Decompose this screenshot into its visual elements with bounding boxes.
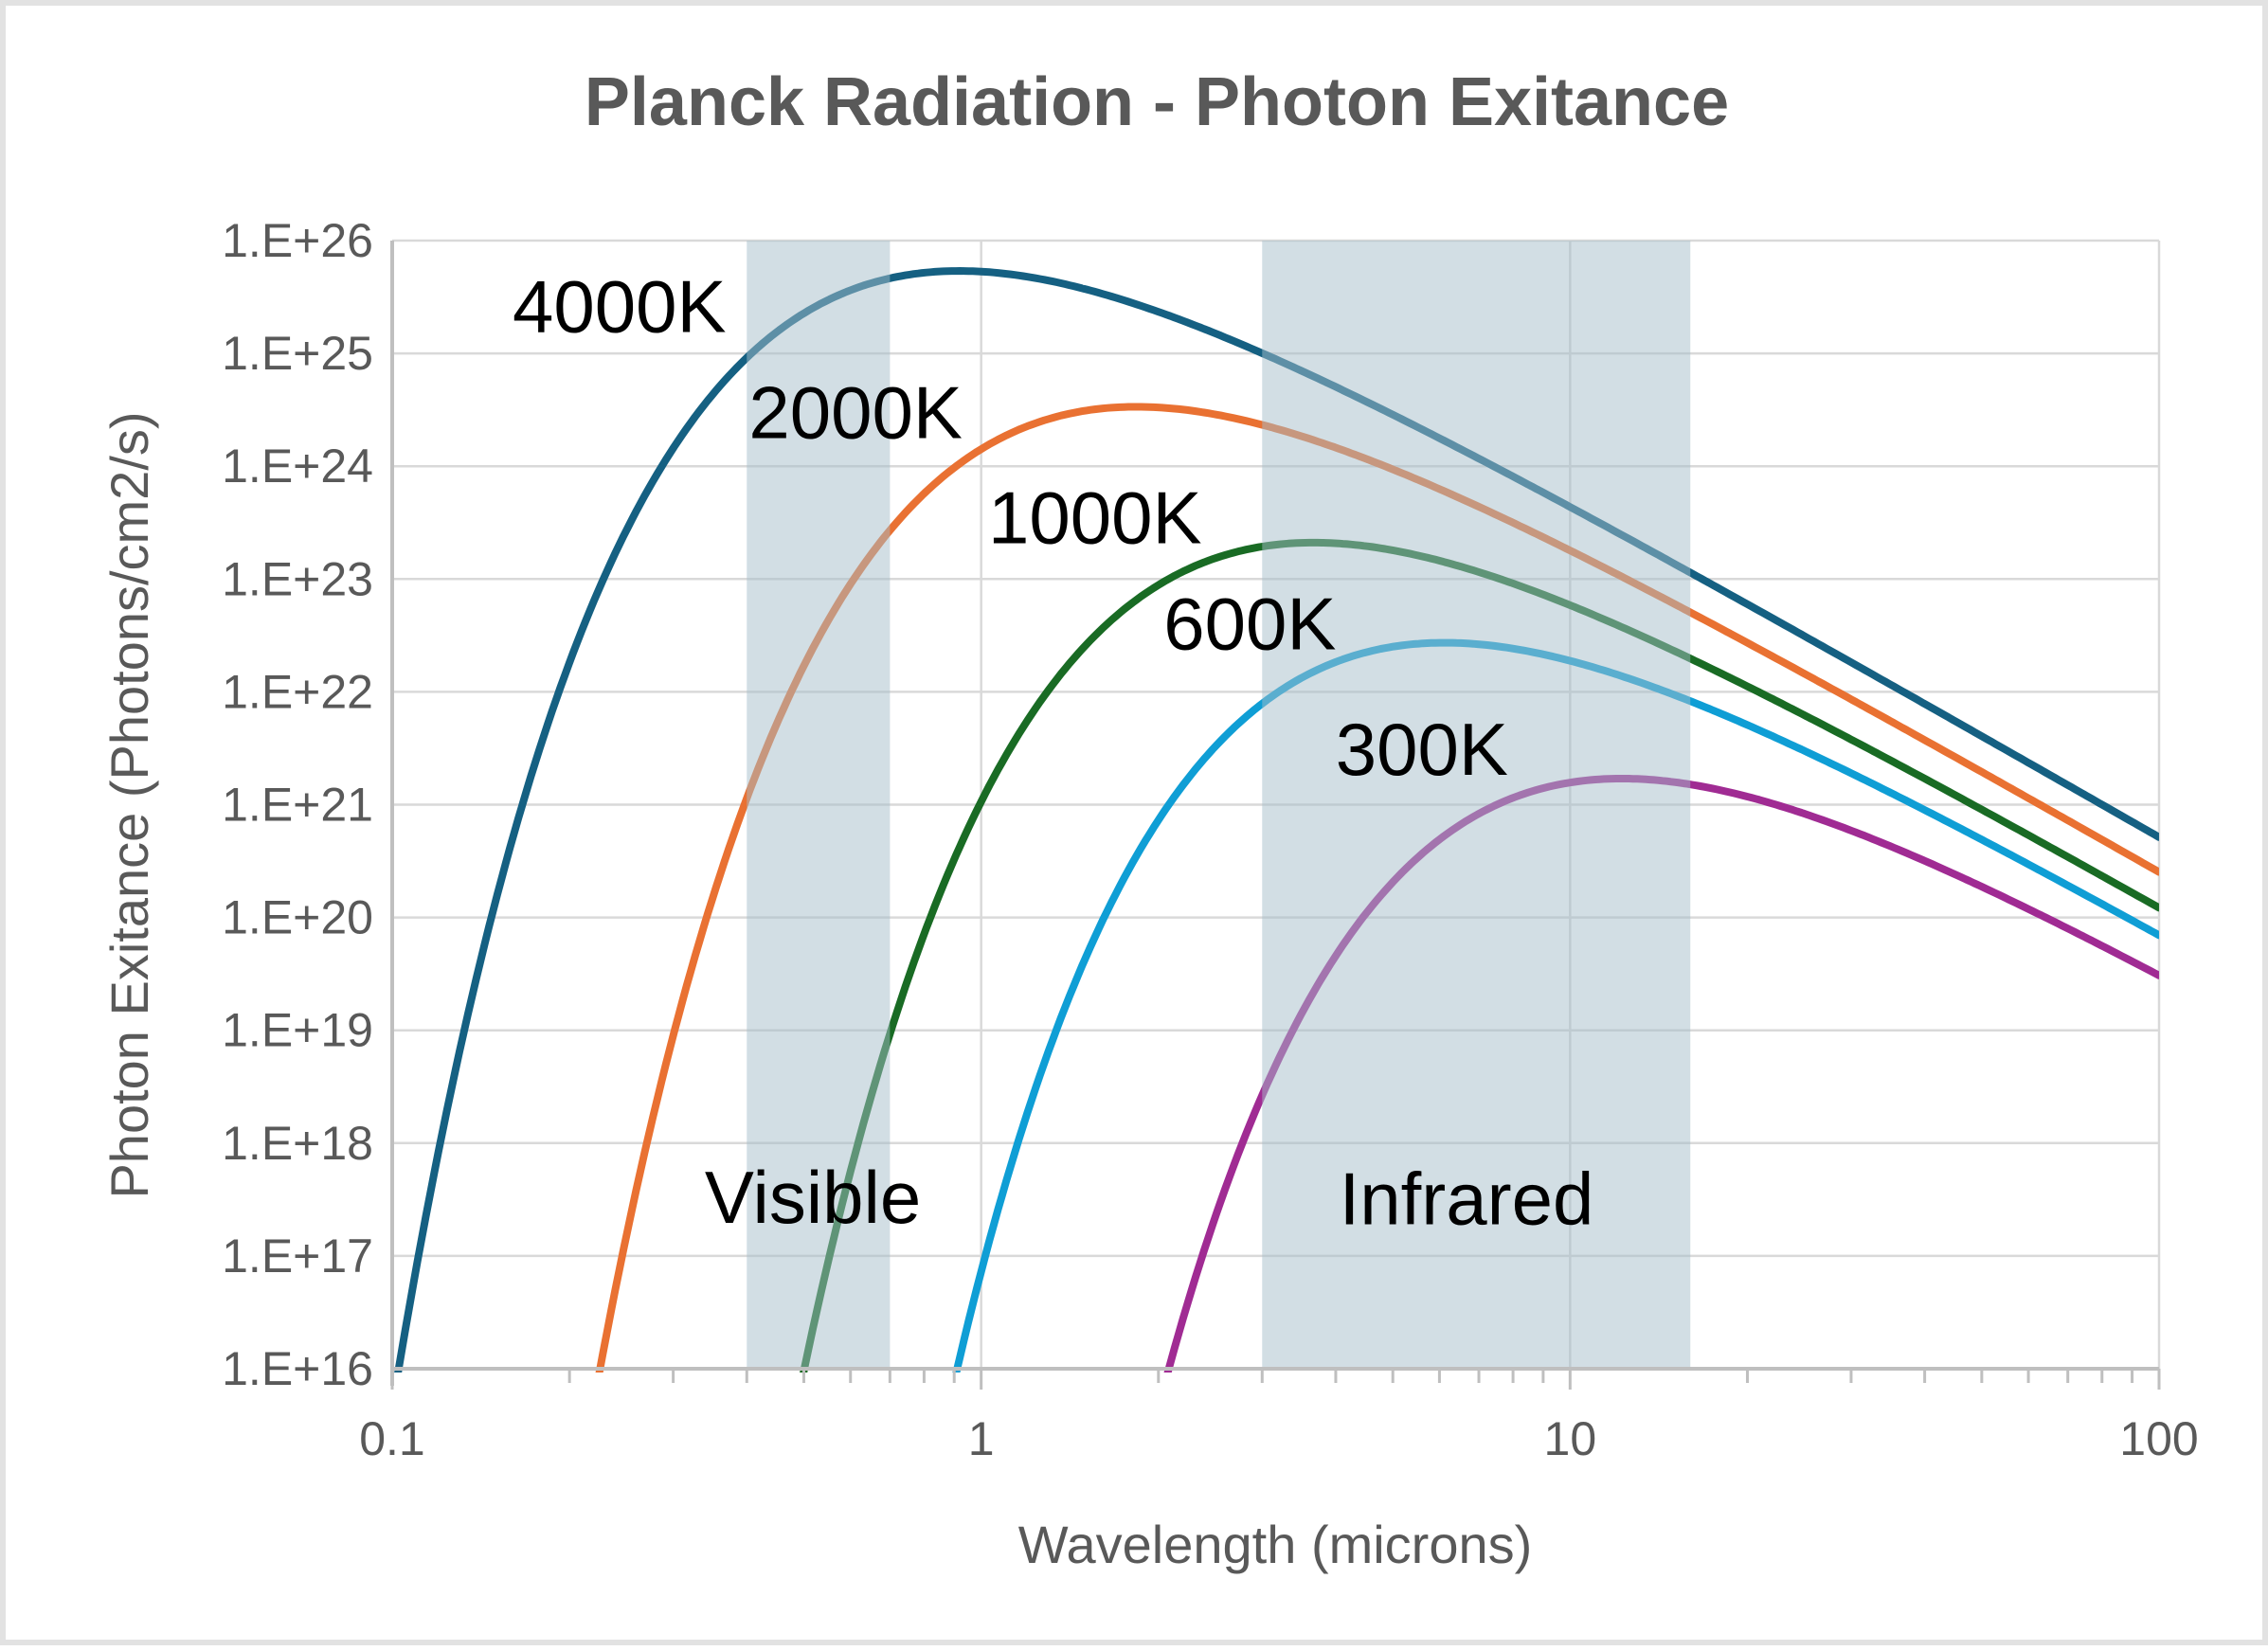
x-tick-label: 10 <box>1544 1412 1597 1465</box>
y-tick-label: 1.E+26 <box>222 214 373 267</box>
y-axis-title: Photon Exitance (Photons/cm2/s) <box>99 411 159 1198</box>
curve-label-2000k: 2000K <box>748 370 963 454</box>
band-label-infrared: Infrared <box>1340 1157 1594 1241</box>
chart-title: Planck Radiation - Photon Exitance <box>585 64 1729 140</box>
curve-label-4000k: 4000K <box>513 265 727 349</box>
spectral-bands <box>747 241 1691 1369</box>
y-tick-label: 1.E+17 <box>222 1229 373 1283</box>
planck-photon-exitance-chart: 1.E+26 1.E+25 1.E+24 1.E+23 1.E+22 1.E+21 1.E+… <box>99 64 2199 1574</box>
y-tick-label: 1.E+23 <box>222 552 373 605</box>
x-tick-label: 0.1 <box>359 1412 425 1465</box>
x-tick-label: 100 <box>2119 1412 2198 1465</box>
y-tick-label: 1.E+24 <box>222 440 373 493</box>
y-tick-label: 1.E+25 <box>222 327 373 380</box>
tick-labels: 1.E+26 1.E+25 1.E+24 1.E+23 1.E+22 1.E+21 1.E+… <box>222 214 2199 1465</box>
curve-label-1000k: 1000K <box>988 476 1202 560</box>
band-infrared <box>1262 241 1691 1369</box>
y-tick-label: 1.E+18 <box>222 1117 373 1170</box>
y-tick-label: 1.E+20 <box>222 891 373 944</box>
y-tick-label: 1.E+16 <box>222 1342 373 1395</box>
x-tick-label: 1 <box>968 1412 995 1465</box>
y-tick-label: 1.E+19 <box>222 1004 373 1057</box>
curve-label-300k: 300K <box>1336 708 1508 791</box>
axis-lines-and-ticks <box>390 241 2161 1390</box>
band-label-visible: Visible <box>705 1156 921 1239</box>
y-tick-label: 1.E+22 <box>222 665 373 718</box>
band-visible <box>747 241 891 1369</box>
y-tick-label: 1.E+21 <box>222 779 373 832</box>
x-axis-title: Wavelength (microns) <box>1018 1515 1533 1574</box>
curve-label-600k: 600K <box>1163 583 1336 666</box>
